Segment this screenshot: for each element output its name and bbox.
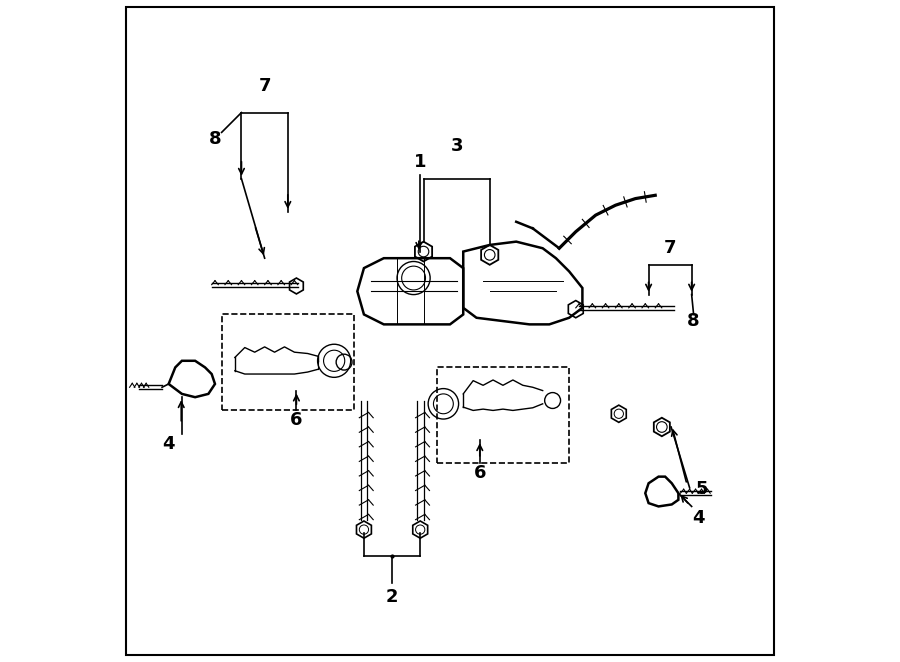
Bar xyxy=(436,367,569,463)
Text: 7: 7 xyxy=(663,239,676,258)
Text: 5: 5 xyxy=(696,479,707,498)
Text: 6: 6 xyxy=(290,411,302,430)
Text: 8: 8 xyxy=(209,130,221,148)
Text: 2: 2 xyxy=(385,588,398,606)
Text: 4: 4 xyxy=(162,434,175,453)
Text: 8: 8 xyxy=(688,312,700,330)
Text: 3: 3 xyxy=(450,136,463,155)
Bar xyxy=(221,314,354,410)
Text: 4: 4 xyxy=(692,508,705,527)
Text: 6: 6 xyxy=(473,464,486,483)
Text: 7: 7 xyxy=(258,77,271,95)
Text: 1: 1 xyxy=(414,153,427,171)
